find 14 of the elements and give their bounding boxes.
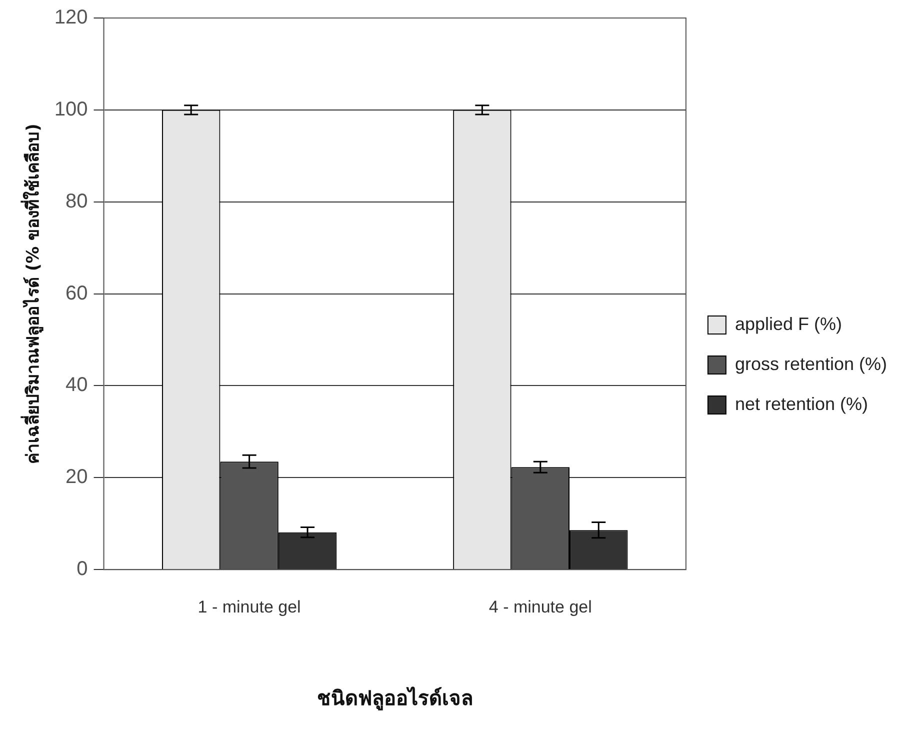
legend-label: net retention (%) <box>734 394 868 414</box>
x-tick-label: 1 - minute gel <box>198 597 301 616</box>
y-tick-label: 0 <box>76 558 88 580</box>
y-tick-label: 100 <box>54 98 88 120</box>
y-tick-label: 80 <box>66 190 88 212</box>
y-tick-label: 20 <box>66 466 88 488</box>
legend-label: gross retention (%) <box>734 354 888 374</box>
y-tick-label: 60 <box>66 282 88 304</box>
y-tick-label: 40 <box>66 374 88 396</box>
y-tick-label: 120 <box>54 6 88 29</box>
x-axis-title: ชนิดฟลูออไรด์เจล <box>316 686 473 712</box>
y-axis-title: ค่าเฉลี่ยปริมาณฟลูออไรด์ (% ของที่ใช้เคลือบ) <box>20 124 45 464</box>
legend-label: applied F (%) <box>734 314 842 334</box>
x-tick-label: 4 - minute gel <box>488 597 592 616</box>
